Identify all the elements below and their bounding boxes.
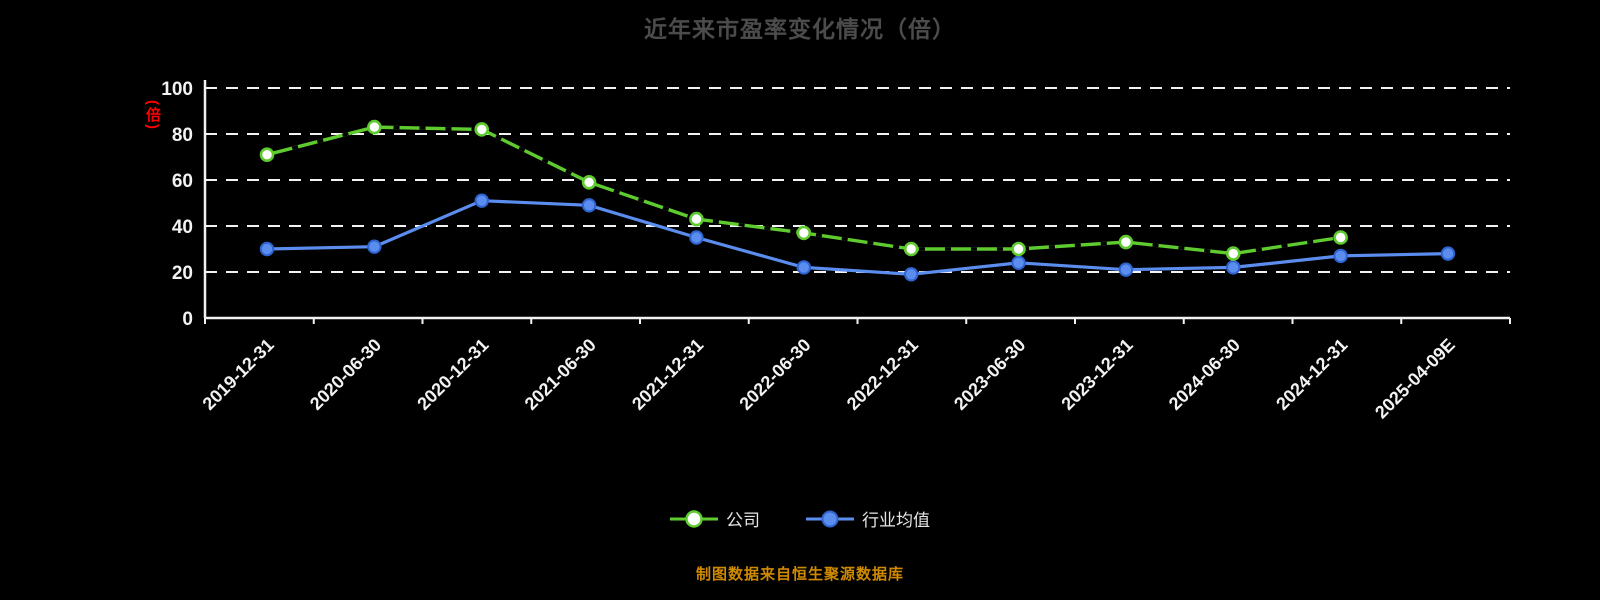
svg-text:80: 80	[172, 125, 193, 146]
svg-text:20: 20	[172, 263, 193, 284]
company-point	[689, 211, 704, 227]
legend-item-company[interactable]: 公司	[670, 506, 760, 531]
industry-point	[1118, 262, 1134, 277]
industry-series	[259, 193, 1456, 282]
svg-text:2020-06-30: 2020-06-30	[306, 335, 385, 414]
industry-line	[265, 199, 1450, 276]
svg-text:40: 40	[172, 217, 193, 238]
company-legend-marker-icon	[670, 509, 718, 528]
industry-point	[1226, 260, 1241, 275]
svg-text:2021-06-30: 2021-06-30	[521, 335, 600, 414]
svg-text:2021-12-31: 2021-12-31	[628, 335, 707, 414]
industry-point	[474, 193, 489, 208]
gridlines	[205, 87, 1510, 273]
industry-point	[1333, 248, 1348, 264]
company-point	[1011, 241, 1026, 257]
svg-text:2023-06-30: 2023-06-30	[950, 335, 1029, 414]
company-point	[796, 225, 812, 241]
company-point	[581, 175, 597, 190]
industry-point	[367, 239, 382, 254]
company-point	[259, 147, 275, 162]
legend-label-industry: 行业均值	[862, 511, 930, 530]
company-series	[259, 119, 1348, 261]
company-point	[1333, 230, 1348, 245]
axes	[203, 80, 1511, 324]
svg-text:2020-12-31: 2020-12-31	[413, 335, 492, 414]
svg-text:2022-06-30: 2022-06-30	[735, 335, 814, 414]
industry-legend-marker-icon	[806, 510, 854, 527]
company-line-dash-overlay	[266, 125, 1341, 256]
svg-text:2025-04-09E: 2025-04-09E	[1371, 335, 1459, 423]
industry-point	[903, 267, 919, 282]
industry-point	[1011, 255, 1026, 270]
svg-text:100: 100	[161, 79, 193, 100]
legend: 公司 行业均值	[0, 506, 1600, 531]
legend-item-industry[interactable]: 行业均值	[806, 506, 930, 531]
svg-text:2024-12-31: 2024-12-31	[1272, 335, 1351, 414]
industry-point	[689, 230, 704, 245]
svg-text:2019-12-31: 2019-12-31	[199, 335, 278, 414]
data-source-note: 制图数据来自恒生聚源数据库	[695, 566, 904, 583]
svg-text:60: 60	[172, 171, 193, 192]
svg-text:2024-06-30: 2024-06-30	[1165, 335, 1244, 414]
company-point	[367, 119, 382, 135]
svg-text:2023-12-31: 2023-12-31	[1057, 335, 1136, 414]
chart-title: 近年来市盈率变化情况（倍）	[644, 16, 956, 42]
legend-label-company: 公司	[726, 511, 760, 530]
y-tick-labels: 0 20 40 60 80 100	[161, 79, 193, 330]
industry-point	[1440, 246, 1456, 261]
company-point	[903, 241, 919, 257]
company-point	[474, 122, 490, 137]
company-point	[1225, 246, 1241, 261]
company-point	[1118, 234, 1134, 250]
industry-point	[259, 241, 275, 257]
x-tick-labels: 2019-12-31 2020-06-30 2020-12-31 2021-06-30…	[199, 335, 1459, 423]
svg-text:2022-12-31: 2022-12-31	[843, 335, 922, 414]
svg-text:0: 0	[182, 309, 193, 330]
y-axis-title: (倍)	[144, 100, 161, 131]
industry-point	[581, 198, 597, 213]
industry-point	[796, 260, 812, 275]
